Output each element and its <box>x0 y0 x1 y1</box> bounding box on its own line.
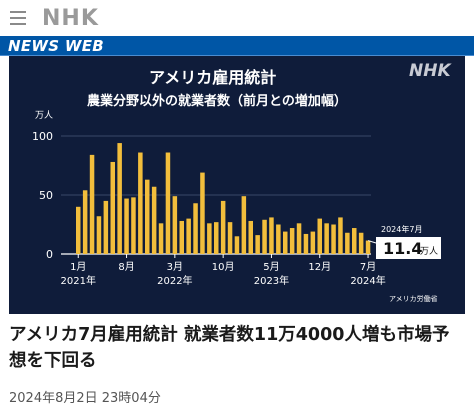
chart-title: アメリカ雇用統計 <box>149 68 276 87</box>
bar-2022-08 <box>207 223 212 254</box>
callout-connector <box>367 240 377 244</box>
section-band: NEWS WEB <box>0 36 474 56</box>
bar-2023-08 <box>289 228 295 254</box>
bar-2022-11 <box>227 222 233 254</box>
bar-2022-01 <box>158 223 164 254</box>
bar-2022-03 <box>172 196 178 254</box>
bar-2023-03 <box>255 235 260 254</box>
x-tick-year: 2023年 <box>254 274 289 287</box>
bar-2023-02 <box>248 220 253 254</box>
bar-2022-07 <box>200 172 205 254</box>
bar-2023-12 <box>317 218 322 254</box>
bar-2024-01 <box>324 223 329 254</box>
bar-2022-02 <box>165 152 171 254</box>
callout-value: 11.4 <box>383 239 422 258</box>
callout-unit: 万人 <box>420 246 438 257</box>
top-bar: NHK <box>0 0 474 36</box>
x-tick-year: 2022年 <box>157 274 192 287</box>
y-axis-unit: 万人 <box>35 110 53 121</box>
bar-2024-05 <box>352 228 357 254</box>
bar-2023-05 <box>269 217 274 254</box>
bar-2021-12 <box>151 186 157 254</box>
employment-chart: アメリカ雇用統計 農業分野以外の就業者数（前月との増加幅） NHK 万人 0 50… <box>9 56 465 314</box>
bar-2021-05 <box>103 200 109 254</box>
bar-2024-02 <box>331 224 336 254</box>
bar-2024-03 <box>338 217 343 254</box>
bar-2023-09 <box>296 223 302 254</box>
bar-2021-08 <box>124 198 129 254</box>
bar-2021-09 <box>131 197 136 254</box>
bar-2024-04 <box>345 232 350 254</box>
chart-subtitle: 農業分野以外の就業者数（前月との増加幅） <box>87 93 347 109</box>
y-tick-labels: 0 50 100 <box>32 130 53 261</box>
bar-2021-01 <box>76 206 81 254</box>
bar-2022-06 <box>193 203 198 254</box>
y-tick-label: 100 <box>32 130 53 143</box>
x-tick-year: 2021年 <box>61 274 96 287</box>
nhk-logo[interactable]: NHK <box>42 6 99 31</box>
callout-period: 2024年7月 <box>381 224 422 234</box>
x-tick-year: 2024年 <box>350 274 385 287</box>
y-tick-label: 0 <box>46 248 53 261</box>
bar-2023-11 <box>310 231 316 254</box>
article-hero-image: アメリカ雇用統計 農業分野以外の就業者数（前月との増加幅） NHK 万人 0 50… <box>9 56 465 314</box>
y-tick-label: 50 <box>39 189 53 202</box>
callout-box <box>376 237 441 259</box>
bar-2021-07 <box>117 143 122 254</box>
bar-2021-04 <box>96 216 102 254</box>
bar-2023-07 <box>283 231 288 254</box>
chart-background <box>9 56 465 314</box>
bar-2021-02 <box>82 190 88 254</box>
article-headline[interactable]: アメリカ7月雇用統計 就業者数11万4000人増も市場予想を下回る <box>9 325 450 371</box>
bar-2022-09 <box>214 222 219 254</box>
nhk-watermark: NHK <box>409 61 452 81</box>
bar-2023-01 <box>241 196 247 254</box>
menu-icon[interactable] <box>10 11 26 25</box>
x-tick-month: 5月 <box>263 261 279 273</box>
bar-2024-06 <box>358 232 364 254</box>
bar-2021-11 <box>145 179 150 254</box>
x-tick-month: 3月 <box>167 261 183 273</box>
x-tick-month: 7月 <box>360 261 376 273</box>
bar-2022-12 <box>234 236 240 254</box>
x-tick-month: 8月 <box>118 261 134 273</box>
bar-2021-10 <box>138 152 143 254</box>
bar-2022-10 <box>220 200 226 254</box>
bar-2023-06 <box>276 224 281 254</box>
bar-2022-05 <box>186 218 191 254</box>
bar-2023-04 <box>262 219 267 254</box>
x-tick-month: 1月 <box>70 261 86 273</box>
bars <box>76 143 371 254</box>
band-divider <box>0 55 474 56</box>
bar-2021-06 <box>110 161 115 254</box>
bar-2024-07 <box>365 240 371 254</box>
bar-2021-03 <box>89 154 95 254</box>
bar-2022-04 <box>179 220 184 254</box>
x-tick-month: 12月 <box>308 261 331 273</box>
bar-2023-10 <box>303 233 309 254</box>
source-label: アメリカ労働省 <box>389 294 438 303</box>
article-timestamp: 2024年8月2日 23時04分 <box>9 391 161 406</box>
section-title[interactable]: NEWS WEB <box>8 37 104 55</box>
x-tick-month: 10月 <box>212 261 235 273</box>
